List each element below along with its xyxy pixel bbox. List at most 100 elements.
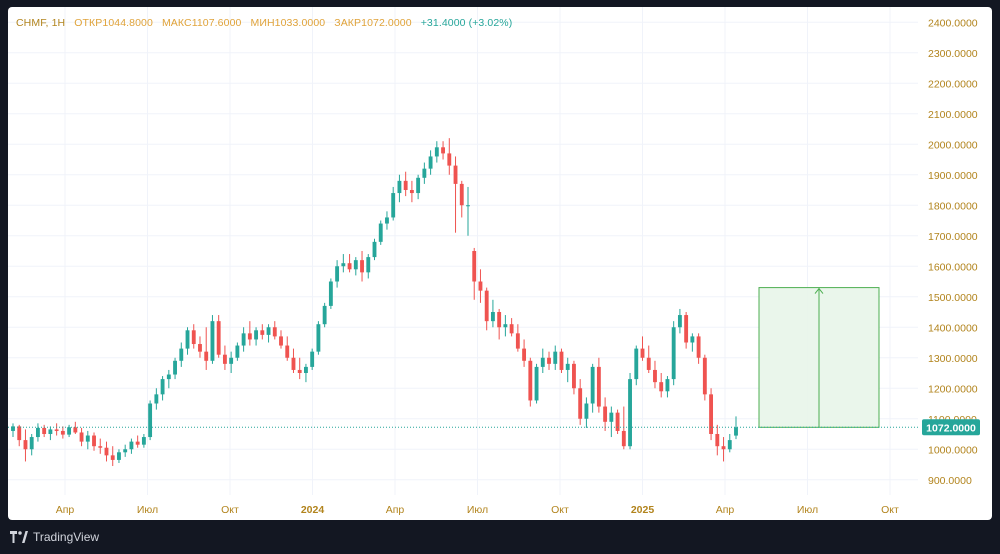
price-tick-label: 2400.0000 [928, 17, 978, 29]
candle-body [690, 336, 695, 343]
candle-body [129, 441, 134, 450]
candle-body [447, 153, 452, 166]
candle-body [117, 452, 121, 460]
candle-body [260, 330, 265, 335]
candle-body [135, 441, 140, 445]
candle-body [366, 257, 371, 273]
candle-body [73, 427, 78, 433]
candle-body [727, 440, 732, 450]
candle-body [35, 427, 40, 438]
candle-body [453, 165, 458, 184]
candle-body [272, 327, 277, 337]
candle-body [353, 260, 358, 270]
candle-body [110, 455, 115, 460]
price-tick-label: 1200.0000 [928, 383, 978, 395]
candle-body [684, 315, 689, 343]
candle-body [391, 193, 396, 218]
time-tick-label: Окт [221, 504, 239, 516]
candle-body [173, 360, 177, 375]
candle-body [609, 412, 614, 422]
time-tick-label: Июл [467, 504, 488, 516]
price-tick-label: 1700.0000 [928, 231, 978, 243]
candle-body [547, 357, 551, 364]
candle-body [229, 357, 234, 364]
candle-body [696, 336, 701, 358]
price-tick-label: 1500.0000 [928, 292, 978, 304]
close-value: 1072.0000 [361, 17, 412, 29]
candle-body [123, 449, 128, 453]
candle-body [148, 403, 153, 438]
low-value: 1033.0000 [274, 17, 326, 29]
chart-panel[interactable]: 900.00001000.00001100.00001200.00001300.… [8, 7, 992, 520]
candle-body [266, 327, 271, 335]
candle-body [590, 366, 595, 404]
candle-body [428, 156, 433, 169]
candle-body [534, 366, 539, 401]
time-tick-label: Окт [881, 504, 899, 516]
candle-body [54, 429, 59, 431]
candle-body [671, 327, 676, 380]
candle-body [665, 379, 670, 392]
candle-body [179, 348, 184, 361]
candle-body [578, 388, 583, 419]
candle-body [478, 281, 483, 291]
candle-body [497, 312, 502, 328]
price-chart[interactable]: 900.00001000.00001100.00001200.00001300.… [8, 7, 992, 520]
price-tick-label: 900.0000 [928, 475, 972, 487]
candle-body [416, 177, 421, 194]
candle-body [79, 432, 84, 442]
candle-body [659, 382, 664, 392]
time-tick-label: Апр [716, 504, 735, 516]
candle-body [603, 406, 608, 422]
price-tick-label: 1900.0000 [928, 170, 978, 182]
candle-body [322, 305, 327, 325]
last-price-label: 1072.0000 [926, 422, 976, 434]
candle-body [403, 180, 408, 190]
time-tick-label: 2024 [301, 504, 325, 516]
price-tick-label: 2100.0000 [928, 109, 978, 121]
candle-body [360, 260, 364, 273]
candle-body [628, 379, 632, 447]
candle-body [528, 360, 533, 401]
candle-body [515, 333, 520, 349]
candle-body [42, 427, 47, 434]
footer: TradingView [10, 530, 99, 544]
candle-body [459, 183, 464, 206]
candle-body [472, 251, 477, 282]
candle-body [11, 426, 15, 431]
candle-body [640, 348, 645, 358]
price-tick-label: 1600.0000 [928, 261, 978, 273]
time-tick-label: Апр [386, 504, 405, 516]
candle-body [310, 351, 315, 367]
candle-body [335, 266, 340, 282]
open-label: ОТКР [74, 17, 103, 29]
candle-body [715, 434, 720, 447]
candle-body [503, 324, 508, 328]
price-tick-label: 1000.0000 [928, 444, 978, 456]
candle-body [29, 437, 34, 450]
candle-body [646, 357, 651, 370]
candle-body [615, 412, 620, 431]
time-tick-label: Июл [797, 504, 818, 516]
ohlc-legend: CHMF, 1H ОТКР1044.8000 МАКС1107.6000 МИН… [16, 17, 512, 29]
time-tick-label: Апр [56, 504, 75, 516]
candle-body [316, 324, 321, 352]
candle-body [210, 321, 215, 361]
high-value: 1107.6000 [191, 17, 242, 29]
candle-body [621, 430, 626, 447]
close-label: ЗАКР [334, 17, 362, 29]
candle-body [596, 366, 601, 407]
candle-body [17, 426, 22, 441]
tradingview-logo-icon [10, 531, 28, 543]
candle-body [154, 394, 159, 404]
candle-body [397, 180, 402, 194]
candle-body [104, 447, 109, 456]
candle-body [160, 379, 165, 395]
candle-body [241, 333, 246, 346]
candle-body [85, 435, 90, 442]
candle-body [522, 348, 527, 361]
candle-body [709, 394, 714, 434]
price-tick-label: 2300.0000 [928, 48, 978, 60]
candle-body [409, 190, 414, 194]
candle-body [347, 263, 352, 270]
